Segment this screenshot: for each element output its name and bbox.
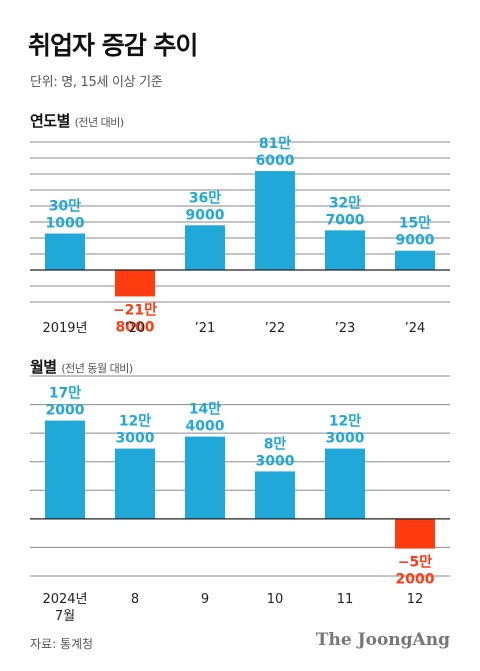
yearly-data-label: 8000 <box>116 319 155 335</box>
chart-title: 취업자 증감 추이 <box>28 31 198 60</box>
monthly-data-label: 17만 <box>49 386 81 402</box>
source-note: 자료: 통계청 <box>30 637 94 651</box>
monthly-tick-label: 2024년 <box>42 592 87 607</box>
yearly-data-label: 1000 <box>46 216 85 232</box>
section-title-monthly: 월별 (전년 동월 대비) <box>30 356 133 377</box>
monthly-tick-label: 8 <box>131 592 139 607</box>
section-title-monthly-label: 월별 <box>30 358 57 376</box>
section-subtitle-yearly: (전년 대비) <box>74 116 125 129</box>
monthly-bar <box>115 448 155 519</box>
monthly-tick-label: 9 <box>201 592 209 607</box>
monthly-data-label: 14만 <box>189 402 221 418</box>
monthly-data-label: 4000 <box>186 419 225 435</box>
yearly-bar <box>325 230 365 270</box>
yearly-tick-label: ’24 <box>405 321 426 336</box>
yearly-data-label: 9000 <box>396 233 435 249</box>
yearly-bar <box>115 270 155 297</box>
monthly-data-label: 12만 <box>329 414 361 430</box>
yearly-tick-label: ’22 <box>265 321 286 336</box>
monthly-bar <box>185 436 225 519</box>
monthly-data-label: 8만 <box>264 436 287 452</box>
yearly-data-label: 7000 <box>326 212 365 228</box>
monthly-bar <box>45 420 85 519</box>
monthly-data-label: 12만 <box>119 414 151 430</box>
monthly-data-label: 2000 <box>46 403 85 419</box>
monthly-bar <box>255 471 295 519</box>
section-title-yearly-label: 연도별 <box>30 112 70 130</box>
monthly-data-label: 3000 <box>326 431 365 447</box>
yearly-bar <box>45 233 85 270</box>
yearly-bar <box>185 225 225 270</box>
yearly-tick-label: ’23 <box>335 321 356 336</box>
yearly-tick-label: ’21 <box>195 321 216 336</box>
yearly-data-label: 36만 <box>189 190 221 206</box>
section-subtitle-monthly: (전년 동월 대비) <box>61 362 133 375</box>
monthly-bar <box>395 518 435 549</box>
monthly-tick-label: 7월 <box>55 609 75 624</box>
yearly-bar <box>395 250 435 270</box>
monthly-tick-label: 10 <box>267 592 284 607</box>
yearly-data-label: 30만 <box>49 199 81 215</box>
yearly-bar-chart: 30만10002019년−21만8000’2036만9000’2181만6000… <box>30 136 450 336</box>
monthly-data-label: 2000 <box>396 572 435 588</box>
yearly-data-label: 9000 <box>186 207 225 223</box>
yearly-data-label: −21만 <box>113 302 157 318</box>
yearly-data-label: 81만 <box>259 136 291 152</box>
yearly-data-label: 32만 <box>329 195 361 211</box>
monthly-tick-label: 11 <box>337 592 354 607</box>
brand-logo: The JoongAng <box>315 630 450 650</box>
monthly-bar-chart: 17만20002024년7월12만3000814만400098만30001012… <box>30 375 450 624</box>
yearly-data-label: 6000 <box>256 153 295 169</box>
yearly-tick-label: ’20 <box>125 321 146 336</box>
monthly-data-label: 3000 <box>256 453 295 469</box>
unit-note: 단위: 명, 15세 이상 기준 <box>30 75 163 90</box>
monthly-data-label: −5만 <box>398 555 432 571</box>
yearly-data-label: 15만 <box>399 216 431 232</box>
section-title-yearly: 연도별 (전년 대비) <box>30 110 124 131</box>
monthly-bar <box>325 448 365 519</box>
yearly-tick-label: 2019년 <box>42 321 87 336</box>
monthly-data-label: 3000 <box>116 431 155 447</box>
yearly-bar <box>255 171 295 270</box>
monthly-tick-label: 12 <box>407 592 424 607</box>
